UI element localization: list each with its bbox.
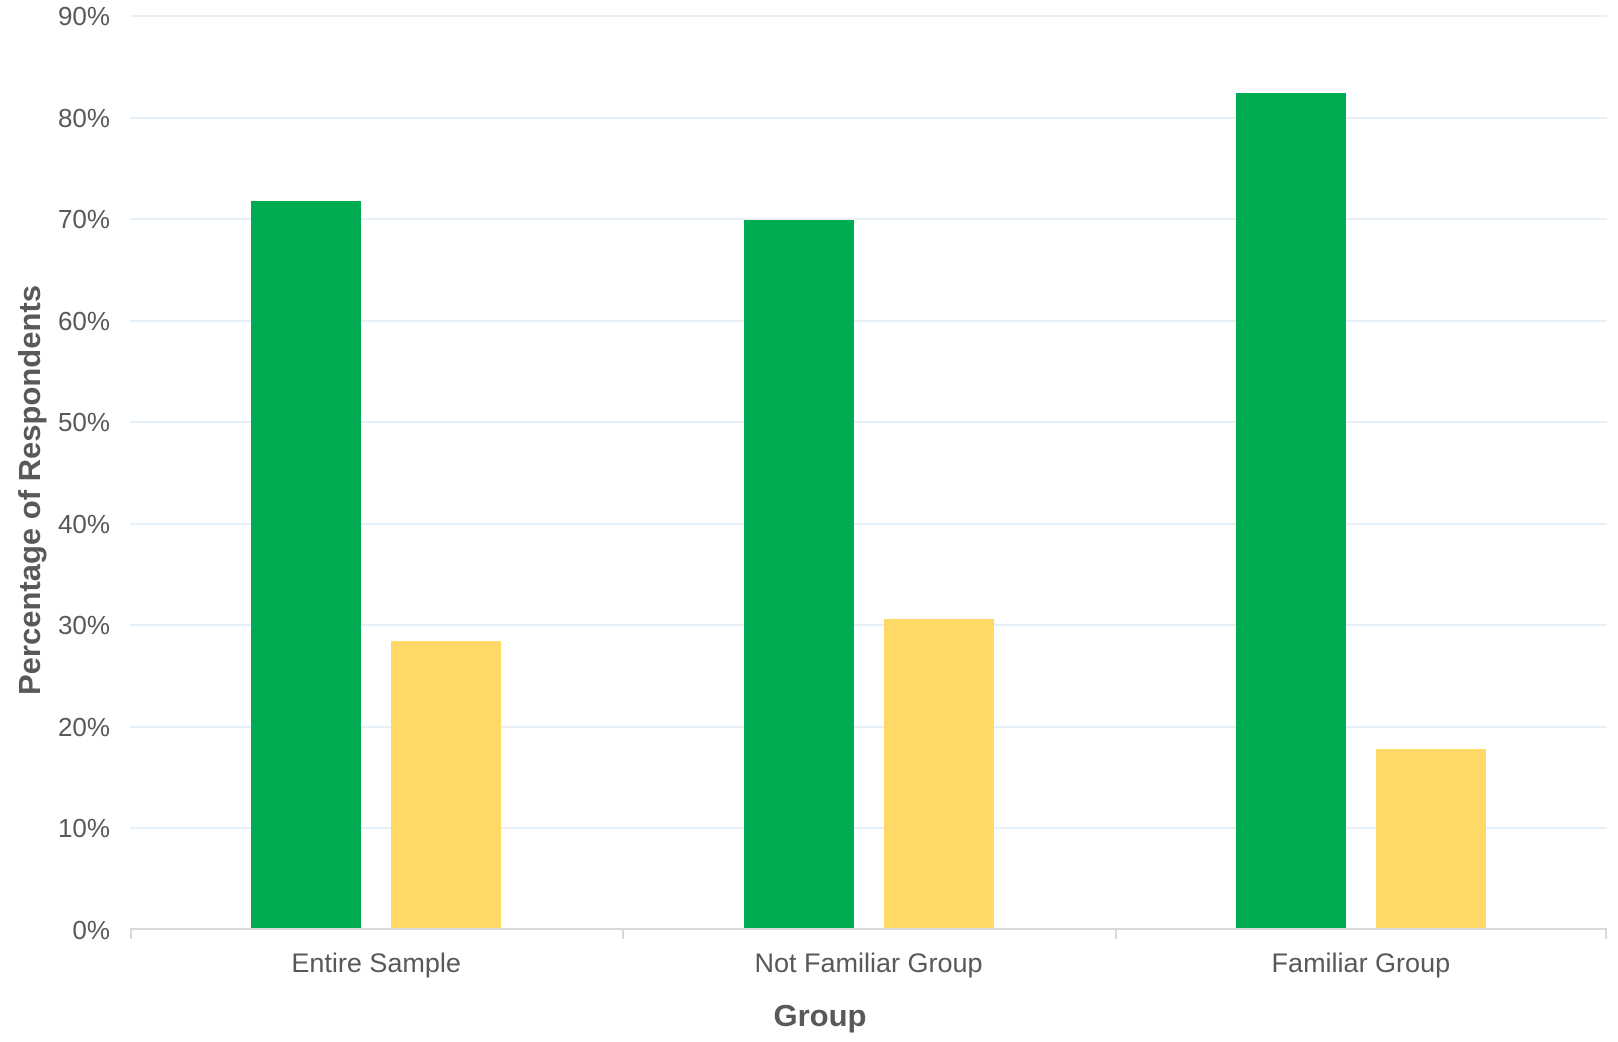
y-tick-label: 60% — [57, 305, 110, 336]
gridline — [130, 725, 1607, 728]
y-tick-label: 40% — [57, 508, 110, 539]
x-axis-tick — [130, 930, 132, 939]
bar-green-entire-sample — [251, 200, 362, 928]
bar-yellow-not-familiar-group — [883, 619, 994, 928]
gridline — [130, 624, 1607, 627]
x-axis-tick — [622, 930, 625, 939]
x-category-label: Familiar Group — [1271, 948, 1451, 978]
x-axis-tick — [1605, 930, 1607, 939]
gridline — [130, 15, 1607, 17]
gridline — [130, 522, 1607, 525]
y-tick-label: 90% — [57, 1, 110, 31]
x-axis-tick — [1114, 930, 1117, 939]
y-tick-label: 0% — [72, 915, 110, 945]
bar-green-not-familiar-group — [743, 220, 854, 928]
bar-green-familiar-group — [1235, 93, 1346, 928]
gridline — [130, 116, 1607, 119]
y-tick-label: 80% — [57, 102, 110, 133]
y-tick-label: 20% — [57, 711, 110, 742]
x-category-label: Entire Sample — [291, 948, 461, 978]
x-axis-title: Group — [773, 998, 867, 1033]
y-tick-label: 30% — [57, 610, 110, 641]
gridline — [130, 827, 1607, 830]
x-category-label: Not Familiar Group — [754, 948, 983, 978]
gridline — [130, 218, 1607, 221]
y-tick-label: 10% — [57, 813, 110, 844]
bar-yellow-familiar-group — [1375, 749, 1486, 928]
plot-area — [130, 15, 1607, 939]
gridline — [130, 319, 1607, 322]
y-tick-label: 50% — [57, 407, 110, 438]
gridline — [130, 421, 1607, 424]
y-tick-label: 70% — [57, 204, 110, 235]
x-axis-line — [130, 928, 1607, 930]
bar-yellow-entire-sample — [391, 640, 502, 928]
